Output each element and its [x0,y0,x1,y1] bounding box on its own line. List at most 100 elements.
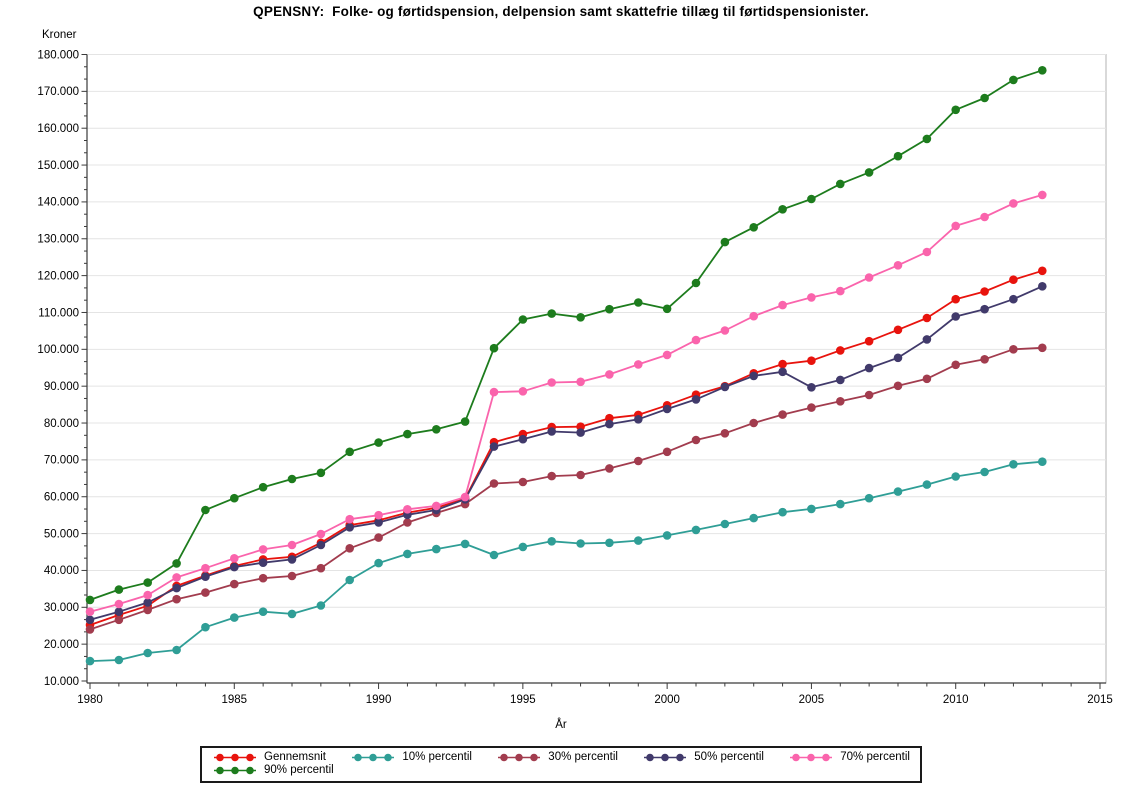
data-point [893,325,903,335]
x-axis: 1980 1985 1990 1995 2000 2005 2010 2015 [77,682,1113,706]
data-point [374,558,383,568]
data-point [576,422,585,432]
data-point [778,359,787,369]
series-90-percentil [85,66,1047,605]
data-point [807,194,816,204]
data-point [172,559,181,568]
data-point [258,482,268,492]
gridlines [87,54,1106,645]
data-point [864,363,874,373]
legend-marker-icon [214,753,256,761]
data-point [114,585,124,594]
legend-marker-icon [790,753,833,761]
data-point [1009,294,1018,304]
data-point [691,278,701,288]
data-point [836,397,845,406]
data-point [778,205,787,214]
data-point [951,294,960,304]
data-point [1038,457,1047,467]
data-point [662,350,672,360]
data-point [605,304,614,314]
data-point [864,168,874,177]
data-point [951,472,960,481]
data-point [143,590,152,600]
x-tick-label: 2005 [799,694,825,706]
y-tick-label: 90.000 [44,381,79,393]
data-point [1038,266,1047,276]
data-point [489,343,499,353]
data-point [980,304,989,314]
legend-row-1: Gennemsnit 10% percentil 30% percentil 50% … [212,751,910,763]
data-point [691,395,701,404]
data-point [374,533,383,542]
data-point [258,607,268,616]
legend-item-90-percentil: 90% percentil [212,764,334,776]
data-point [720,429,730,438]
data-point [576,428,585,437]
y-tick-label: 10.000 [44,676,79,688]
data-point [922,247,932,257]
series-50-percentil [85,282,1047,625]
data-point [836,286,845,296]
data-point [634,360,643,369]
data-point [893,151,903,161]
legend-marker-icon [352,753,395,761]
data-point [980,355,989,364]
data-point [172,645,181,655]
data-point [403,518,412,527]
data-point [778,507,787,517]
plot-area [86,54,1107,684]
data-point [807,356,816,366]
y-tick-label: 50.000 [44,528,79,540]
data-point [230,554,239,563]
y-axis: 10.000 20.000 30.000 40.000 50.000 60.000 70.0… [37,49,88,688]
data-point [518,542,528,552]
data-point [172,594,181,604]
data-point [576,313,585,322]
legend-marker-icon [214,766,256,774]
data-point [201,622,210,632]
data-point [605,413,614,423]
data-point [374,438,383,447]
data-point [864,273,874,282]
data-point [951,221,960,231]
data-point [922,134,932,144]
legend-marker-icon [644,753,687,761]
y-tick-label: 20.000 [44,639,79,651]
data-point [1009,199,1018,208]
data-point [403,505,412,514]
data-point [143,648,152,658]
data-point [807,293,816,302]
y-tick-label: 130.000 [37,234,79,246]
data-point [980,93,989,103]
data-point [287,540,297,550]
data-point [951,105,960,115]
y-tick-label: 180.000 [37,49,79,61]
data-point [345,523,355,532]
legend-item-label: 10% percentil [402,751,472,763]
data-point [489,479,499,488]
data-point [489,387,499,397]
data-point [720,326,730,335]
x-tick-label: 1985 [221,694,247,706]
data-point [114,615,124,625]
data-point [778,367,787,377]
data-point [85,607,95,616]
data-point [460,539,470,549]
data-point [662,447,672,457]
data-point [605,464,614,473]
data-point [201,505,210,515]
y-tick-label: 80.000 [44,418,79,430]
x-tick-label: 2015 [1087,694,1113,706]
data-point [345,544,355,553]
series-70-percentil [85,190,1047,616]
line-chart-svg: 10.000 20.000 30.000 40.000 50.000 60.000 70.0… [37,49,1113,706]
data-point [980,287,989,296]
data-point [893,261,903,270]
y-tick-label: 40.000 [44,565,79,577]
data-point [547,471,556,481]
data-point [836,346,845,355]
data-point [518,434,528,444]
data-point [1009,75,1018,85]
data-point [634,298,643,307]
